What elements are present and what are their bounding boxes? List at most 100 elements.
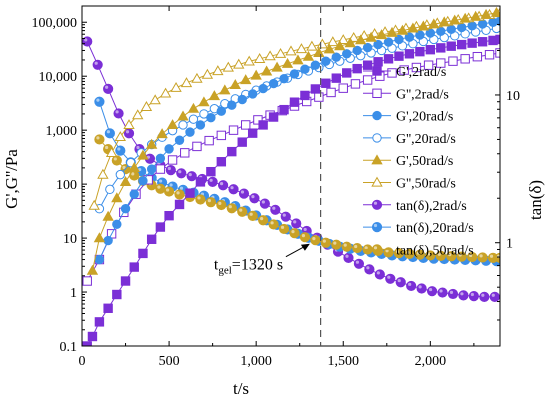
series-6-point [207, 176, 218, 187]
y-left-tick-label: 100,000 [32, 16, 78, 31]
series-4-point [187, 102, 200, 113]
legend-item: G',20rad/s [363, 110, 453, 125]
series-2-point [342, 49, 352, 59]
series-8-point-highlight [385, 249, 389, 253]
series-2-point [174, 135, 185, 145]
series-1-point [241, 120, 251, 130]
series-4-point [292, 54, 304, 65]
series-0-point [216, 157, 227, 167]
series-1-point [204, 135, 214, 146]
series-8-point-highlight [207, 199, 211, 203]
series-6-point [364, 264, 375, 275]
series-3-point [188, 114, 199, 124]
series-6-point [291, 218, 302, 229]
series-0-point [289, 97, 300, 107]
legend-label: G'',20rad/s [396, 132, 456, 147]
series-8-point-highlight [448, 253, 452, 257]
series-1-point [155, 164, 166, 174]
series-7-point-highlight [106, 130, 110, 134]
series-2-point [373, 39, 383, 50]
y-right-tick-label: 1 [506, 237, 513, 252]
series-8-point [174, 189, 185, 200]
series-8-point [299, 232, 311, 243]
series-6-point [437, 287, 448, 298]
series-0-point [112, 289, 122, 300]
series-2-point [155, 153, 166, 164]
series-8-point-highlight [218, 201, 222, 206]
series-0-point [155, 222, 166, 232]
series-0-point [120, 276, 131, 286]
series-3-point [199, 109, 209, 119]
series-0-point [310, 84, 321, 94]
legend-marker [371, 199, 383, 210]
series-0-point [94, 317, 105, 327]
series-8-point-highlight [239, 208, 243, 212]
series-8-point-highlight [343, 243, 347, 247]
series-0 [82, 34, 500, 346]
series-1-point [387, 68, 397, 78]
series-8-point-highlight [416, 251, 420, 255]
series-6-point-highlight [387, 275, 391, 279]
x-axis-label: t/s [233, 379, 249, 398]
series-6-point-highlight [376, 271, 380, 275]
series-5-point [191, 72, 203, 83]
legend-item: tan(δ),50rad/s [363, 243, 474, 258]
legend-marker [371, 222, 383, 233]
series-8-point [205, 197, 216, 208]
series-4-point [281, 57, 294, 68]
series-1-point [326, 87, 336, 98]
series-8-point-highlight [406, 250, 410, 254]
series-8-point-highlight [354, 244, 358, 249]
series-1-point [228, 125, 239, 135]
series-line-0 [86, 38, 500, 346]
series-1-point [350, 79, 361, 89]
series-4-point [119, 176, 132, 187]
series-6-point-highlight [449, 290, 454, 294]
series-6-point-highlight [167, 166, 171, 171]
series-6-point [165, 165, 176, 176]
series-8-point-highlight [427, 252, 431, 256]
series-5-point [327, 36, 339, 47]
series-6-point [468, 291, 479, 302]
series-4-point [166, 119, 179, 130]
series-6-point-highlight [408, 282, 412, 286]
gel-time-label: tgel=1320 s [214, 257, 283, 277]
series-0-point [237, 137, 247, 147]
series-4-point [375, 29, 388, 40]
series-6-point [228, 184, 239, 195]
series-0-point [227, 146, 237, 157]
series-6-point-highlight [219, 182, 224, 186]
series-7-point-highlight [159, 179, 163, 183]
series-4-point [260, 65, 273, 76]
legend-item: G'',2rad/s [363, 87, 449, 102]
series-8-point-highlight [364, 246, 368, 250]
series-8-point [331, 239, 342, 250]
series-0-point [321, 78, 331, 88]
series-8-point-highlight [280, 225, 285, 229]
series-6-point [343, 252, 354, 263]
series-8-point-highlight [105, 145, 109, 150]
series-6-point-highlight [460, 292, 464, 296]
series-6-point [395, 277, 406, 288]
series-8-point-highlight [249, 212, 253, 216]
series-7-point-highlight [169, 183, 173, 187]
series-4-point [407, 22, 419, 33]
series-0-point [185, 188, 195, 198]
series-8-point-highlight [469, 253, 473, 258]
series-4-point [417, 20, 430, 31]
series-8-point-highlight [96, 136, 100, 140]
series-8-point-highlight [489, 254, 494, 258]
y-axis-label-left: G',G''/Pa [2, 149, 21, 209]
series-6-point-highlight [240, 190, 245, 194]
series-2-point [415, 30, 425, 40]
series-5-point [253, 52, 266, 63]
series-5-point [212, 65, 224, 76]
x-tick-label: 500 [159, 354, 180, 369]
legend-marker [372, 66, 382, 76]
series-2-point [185, 127, 195, 137]
series-6-point [217, 180, 229, 191]
legend-label: tan(δ),50rad/s [396, 243, 474, 258]
series-8-point-highlight [122, 165, 126, 170]
series-8-point [278, 223, 290, 235]
series-5-point [105, 146, 118, 157]
